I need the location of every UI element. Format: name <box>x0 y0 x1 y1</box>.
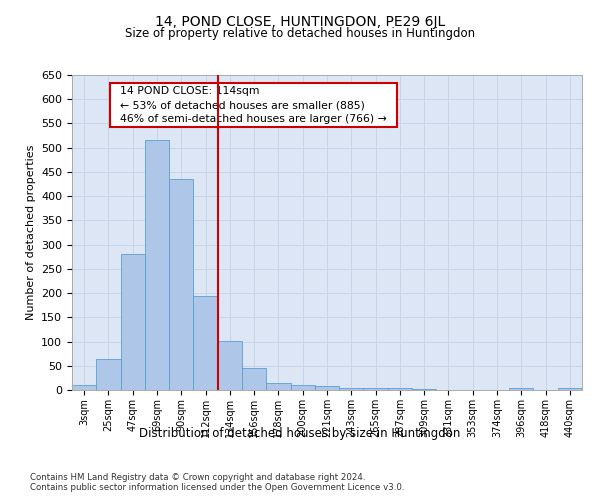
Text: Contains public sector information licensed under the Open Government Licence v3: Contains public sector information licen… <box>30 484 404 492</box>
Bar <box>509 388 533 390</box>
Text: Size of property relative to detached houses in Huntingdon: Size of property relative to detached ho… <box>125 28 475 40</box>
Text: Contains HM Land Registry data © Crown copyright and database right 2024.: Contains HM Land Registry data © Crown c… <box>30 472 365 482</box>
Bar <box>218 340 242 390</box>
Bar <box>364 388 388 390</box>
Bar <box>72 385 96 390</box>
Bar <box>388 388 412 390</box>
Bar <box>339 388 364 390</box>
Bar <box>242 368 266 390</box>
Bar <box>145 140 169 390</box>
Bar <box>96 358 121 390</box>
Bar <box>412 389 436 390</box>
Bar <box>169 179 193 390</box>
Bar <box>121 254 145 390</box>
Text: Distribution of detached houses by size in Huntingdon: Distribution of detached houses by size … <box>139 428 461 440</box>
Bar <box>290 385 315 390</box>
Bar <box>193 296 218 390</box>
Bar <box>558 388 582 390</box>
Y-axis label: Number of detached properties: Number of detached properties <box>26 145 35 320</box>
Text: 14 POND CLOSE: 114sqm  
  ← 53% of detached houses are smaller (885)  
  46% of : 14 POND CLOSE: 114sqm ← 53% of detached … <box>113 86 394 124</box>
Bar <box>315 386 339 390</box>
Text: 14, POND CLOSE, HUNTINGDON, PE29 6JL: 14, POND CLOSE, HUNTINGDON, PE29 6JL <box>155 15 445 29</box>
Bar <box>266 382 290 390</box>
